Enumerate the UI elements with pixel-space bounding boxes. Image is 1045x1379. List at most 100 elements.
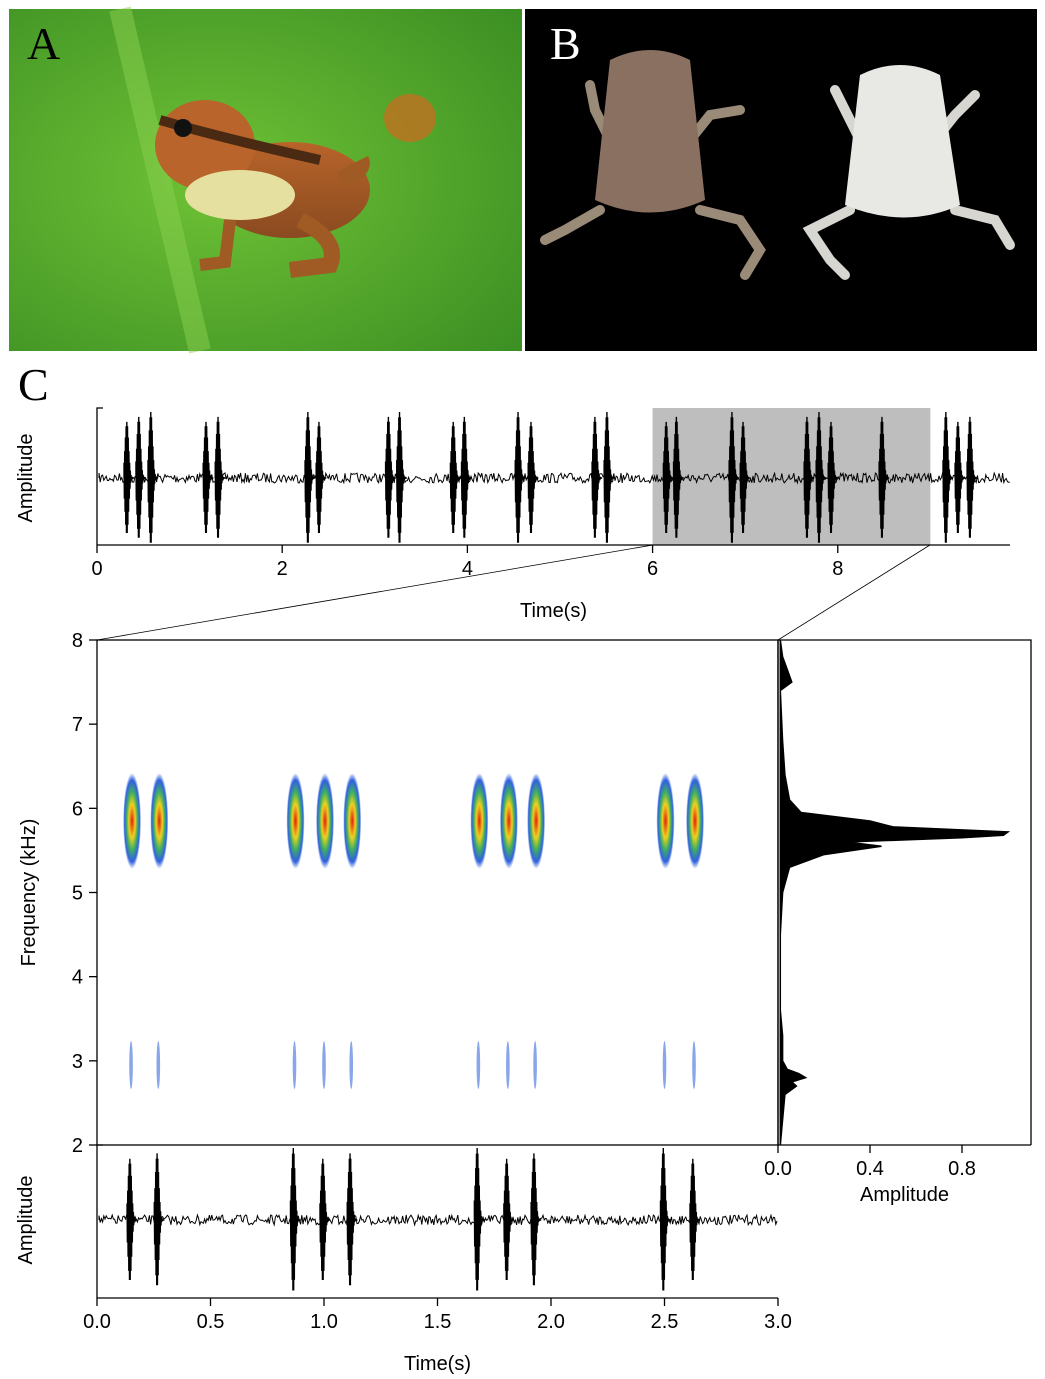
x-tick-label: 2.0	[537, 1311, 565, 1333]
pulse	[319, 1158, 331, 1281]
pulse	[214, 416, 226, 538]
y-tick-label: 6	[72, 798, 83, 820]
y-tick-label: 4	[72, 967, 83, 989]
pulse	[603, 411, 615, 543]
noise-trace	[98, 1213, 778, 1227]
x-tick-label: 1.5	[424, 1311, 452, 1333]
pulse	[672, 416, 684, 538]
note-dominant	[150, 772, 169, 869]
note-dominant	[527, 772, 546, 869]
y-axis	[96, 1144, 103, 1298]
note-dominant	[316, 772, 334, 869]
x-tick-label: 0.4	[856, 1158, 884, 1180]
pulse	[527, 421, 539, 534]
y-tick-label: 2	[72, 1135, 83, 1157]
x-tick-label: 8	[832, 558, 843, 580]
x-tick-label: 3.0	[764, 1311, 792, 1333]
plot-frame	[96, 639, 779, 1146]
plot-frame	[778, 639, 1032, 1145]
note-harmonic	[322, 1041, 326, 1090]
pulse	[304, 411, 316, 543]
highlight-region	[652, 408, 931, 545]
y-axis-label: Amplitude	[15, 434, 37, 523]
pulse	[662, 421, 674, 534]
zoom-line	[777, 544, 931, 641]
note-dominant	[343, 772, 362, 869]
x-axis-label: Time(s)	[404, 1353, 471, 1375]
x-tick-label: 2	[277, 558, 288, 580]
pulse	[346, 1153, 358, 1286]
y-tick-label: 8	[72, 630, 83, 652]
note-harmonic	[129, 1041, 133, 1090]
x-tick-label: 0.0	[764, 1158, 792, 1180]
pulse	[689, 1158, 701, 1281]
x-tick-label: 0.5	[197, 1311, 225, 1333]
note-dominant	[123, 772, 142, 869]
note-harmonic	[662, 1041, 667, 1090]
pulse	[123, 421, 135, 534]
photo-b	[525, 9, 1037, 351]
pulse	[289, 1147, 301, 1291]
pulse	[202, 421, 214, 534]
pulse	[966, 416, 978, 538]
pulse	[815, 411, 827, 543]
note-harmonic	[692, 1041, 696, 1090]
y-tick-label: 3	[72, 1051, 83, 1073]
spectrum-line	[779, 639, 1011, 1146]
pulse	[591, 416, 603, 538]
note-dominant	[686, 772, 705, 869]
x-tick-label: 6	[647, 558, 658, 580]
y-axis-label: Frequency (kHz)	[18, 819, 40, 967]
pulse	[530, 1153, 542, 1286]
pulse	[153, 1153, 165, 1286]
zoom-line	[96, 544, 654, 641]
pulse	[473, 1147, 485, 1291]
note-dominant	[499, 772, 518, 869]
pulse	[147, 411, 159, 543]
panel-label: A	[27, 18, 60, 69]
x-tick-label: 0.0	[83, 1311, 111, 1333]
pulse	[739, 421, 751, 534]
panel-label: B	[550, 18, 581, 69]
note-harmonic	[292, 1041, 297, 1090]
pulse	[878, 416, 890, 538]
y-axis	[96, 407, 103, 545]
note-dominant	[656, 772, 675, 869]
pulse	[728, 411, 740, 543]
y-axis-label: Amplitude	[15, 1176, 37, 1265]
pulse	[135, 416, 147, 538]
pulse	[384, 416, 396, 538]
pulse	[315, 421, 327, 534]
x-tick-label: 0.8	[948, 1158, 976, 1180]
y-tick-label: 7	[72, 714, 83, 736]
pulse	[514, 411, 526, 543]
x-tick-label: 4	[462, 558, 473, 580]
noise-trace	[98, 471, 1010, 485]
note-dominant	[470, 772, 489, 869]
note-dominant	[286, 772, 305, 869]
pulse	[659, 1147, 671, 1291]
x-tick-label: 0	[91, 558, 102, 580]
note-harmonic	[349, 1041, 354, 1090]
pulse	[942, 411, 954, 543]
pulse	[396, 411, 407, 543]
x-tick-label: 2.5	[651, 1311, 679, 1333]
pulse	[803, 416, 815, 538]
x-tick-label: 1.0	[310, 1311, 338, 1333]
note-harmonic	[156, 1041, 161, 1090]
pulse	[449, 421, 461, 534]
pulse	[954, 421, 966, 534]
note-harmonic	[533, 1041, 537, 1090]
pulse	[827, 421, 839, 534]
note-harmonic	[506, 1041, 510, 1090]
x-axis-label: Amplitude	[860, 1184, 949, 1206]
pulse	[126, 1158, 138, 1281]
note-harmonic	[476, 1041, 481, 1090]
x-axis-label: Time(s)	[520, 600, 587, 622]
y-tick-label: 5	[72, 883, 83, 905]
panel-label: C	[18, 359, 49, 410]
photo-a	[9, 6, 522, 354]
pulse	[503, 1158, 515, 1281]
